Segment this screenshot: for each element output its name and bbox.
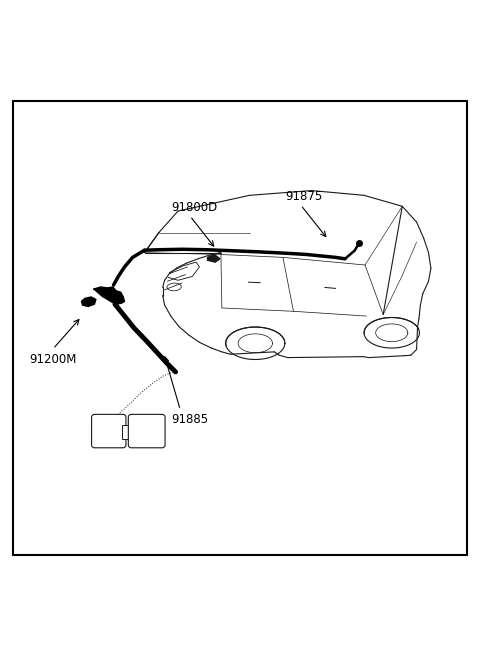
FancyBboxPatch shape: [128, 415, 165, 448]
Text: 91875: 91875: [285, 190, 323, 203]
Text: 91800D: 91800D: [171, 201, 217, 215]
Text: 91885: 91885: [171, 413, 208, 426]
FancyBboxPatch shape: [121, 425, 132, 440]
Polygon shape: [94, 287, 124, 304]
Polygon shape: [207, 255, 220, 262]
FancyBboxPatch shape: [92, 415, 126, 448]
Text: 91200M: 91200M: [29, 353, 76, 366]
Polygon shape: [82, 297, 96, 306]
